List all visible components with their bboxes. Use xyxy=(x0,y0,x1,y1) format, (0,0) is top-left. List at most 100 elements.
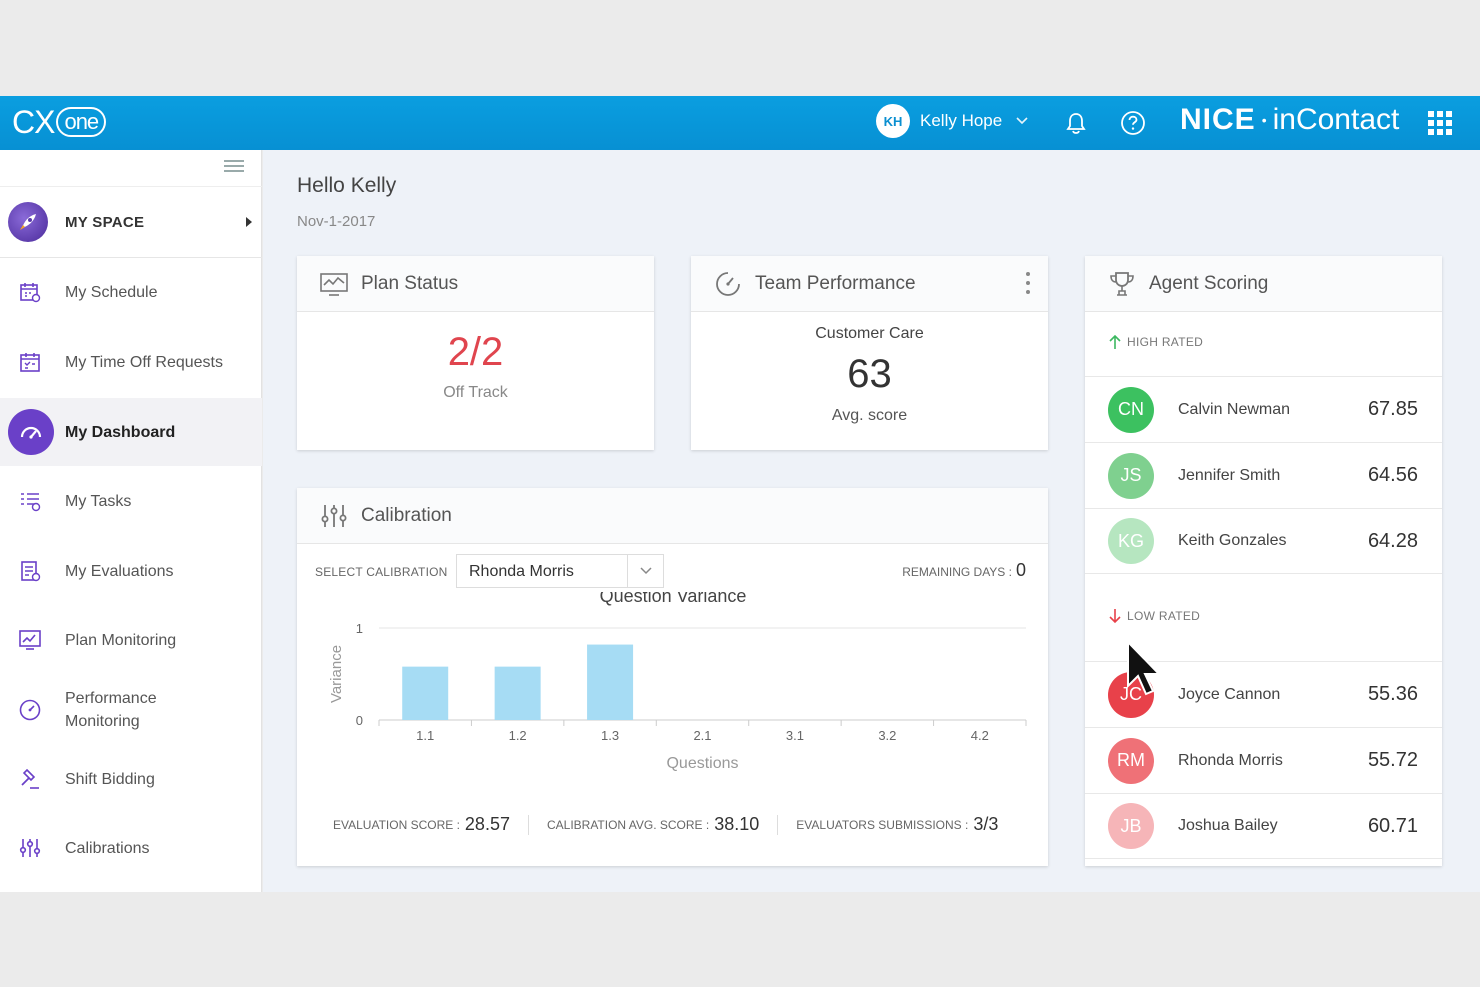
y-tick-label: 1 xyxy=(356,621,363,636)
card-header: Team Performance xyxy=(691,256,1048,312)
divider xyxy=(777,814,779,835)
team-avg-score-value: 63 xyxy=(847,352,892,396)
agent-avatar: JS xyxy=(1108,452,1154,499)
sidebar-item-label: My Dashboard xyxy=(65,423,176,441)
low-rated-label: LOW RATED xyxy=(1109,608,1200,624)
plan-status-label: Off Track xyxy=(443,384,508,401)
agent-row[interactable]: KG Keith Gonzales 64.28 xyxy=(1085,508,1442,574)
user-menu[interactable]: KH Kelly Hope xyxy=(876,104,1028,138)
sidebar-item-label: Calibrations xyxy=(65,839,150,857)
gauge-icon xyxy=(713,269,743,299)
agent-avatar: KG xyxy=(1108,518,1154,564)
bar-1-2 xyxy=(494,666,541,720)
x-tick-label: 4.2 xyxy=(971,728,989,743)
x-tick-label: 3.1 xyxy=(786,728,804,743)
cxone-logo[interactable]: CX one xyxy=(12,102,107,142)
sidebar-item-shift-bidding[interactable]: Shift Bidding xyxy=(0,745,262,813)
team-avg-score-label: Avg. score xyxy=(831,407,908,424)
agent-row[interactable]: CN Calvin Newman 67.85 xyxy=(1085,376,1442,442)
agent-row[interactable]: RM Rhonda Morris 55.72 xyxy=(1085,727,1442,793)
agent-name: Rhonda Morris xyxy=(1178,751,1283,769)
remaining-days-label: REMAINING DAYS : xyxy=(902,565,1012,579)
card-header: Calibration xyxy=(297,488,1048,544)
sidebar-item-calibrations[interactable]: Calibrations xyxy=(0,814,262,882)
x-tick-label: 2.1 xyxy=(693,728,711,743)
nice-incontact-logo: NICE • inContact xyxy=(1180,103,1399,137)
rocket-icon xyxy=(8,202,48,242)
agent-name: Joshua Bailey xyxy=(1178,817,1278,834)
trophy-icon xyxy=(1107,269,1137,299)
plan-status-value: 2/2 xyxy=(447,330,504,374)
divider xyxy=(527,814,529,835)
sidebar-section-my-space[interactable]: MY SPACE xyxy=(0,186,262,258)
bar-1-3 xyxy=(587,644,634,720)
high-rated-label: HIGH RATED xyxy=(1109,334,1203,350)
mouse-cursor-icon xyxy=(1127,640,1162,696)
evaluators-submissions-value: 3/3 xyxy=(973,814,999,834)
current-date: Nov-1-2017 xyxy=(297,213,376,230)
caret-right-icon xyxy=(246,217,252,227)
remaining-days: REMAINING DAYS :0 xyxy=(902,560,1026,581)
team-performance-card[interactable]: Team Performance Customer Care 63 Avg. s… xyxy=(691,256,1048,450)
sliders-icon xyxy=(16,834,44,862)
sidebar-item-my-schedule[interactable]: My Schedule xyxy=(0,258,262,326)
sidebar-item-my-time-off-requests[interactable]: My Time Off Requests xyxy=(0,328,262,396)
app-grid-icon[interactable] xyxy=(1428,111,1452,135)
sliders-icon xyxy=(319,501,349,531)
sidebar-item-label: My Schedule xyxy=(65,283,158,301)
sidebar-item-performance-monitoring[interactable]: Performance Monitoring xyxy=(0,676,262,744)
agent-row[interactable]: JS Jennifer Smith 64.56 xyxy=(1085,442,1442,508)
calibration-select[interactable]: Rhonda Morris xyxy=(456,554,664,588)
chevron-down-icon xyxy=(627,555,663,587)
agent-row[interactable]: JB Joshua Bailey 60.71 xyxy=(1085,793,1442,859)
plan-status-card[interactable]: Plan Status 2/2 Off Track xyxy=(297,256,654,450)
calibration-summary: EVALUATION SCORE : 28.57 CALIBRATION AVG… xyxy=(333,814,998,835)
evaluation-score-label: EVALUATION SCORE : xyxy=(333,817,460,832)
main-content: Hello Kelly Nov-1-2017 Plan Status 2/2 O… xyxy=(263,150,1480,892)
agent-name: Keith Gonzales xyxy=(1178,532,1287,549)
agent-name: Jennifer Smith xyxy=(1178,466,1281,484)
cxone-logo-text: CX xyxy=(12,103,55,140)
agent-score: 55.36 xyxy=(1367,683,1418,705)
bar-1-1 xyxy=(402,666,449,720)
sidebar-section-label: MY SPACE xyxy=(65,213,145,231)
chart-title: Question Variance xyxy=(600,592,747,606)
evaluation-score-value: 28.57 xyxy=(464,814,510,834)
agent-score: 64.28 xyxy=(1367,529,1418,552)
more-options-icon[interactable] xyxy=(1026,272,1030,299)
agent-score: 60.71 xyxy=(1367,814,1418,837)
agent-score: 55.72 xyxy=(1367,749,1418,771)
low-rated-text: LOW RATED xyxy=(1127,609,1201,623)
card-header: Agent Scoring xyxy=(1085,256,1442,312)
sidebar-item-my-evaluations[interactable]: My Evaluations xyxy=(0,537,262,605)
sidebar-item-plan-monitoring[interactable]: Plan Monitoring xyxy=(0,606,262,674)
tasks-icon xyxy=(16,487,44,515)
calibration-select-value: Rhonda Morris xyxy=(469,563,574,580)
evaluators-submissions-label: EVALUATORS SUBMISSIONS : xyxy=(796,817,969,832)
agent-scoring-card: Agent Scoring HIGH RATED CN Calvin Newma… xyxy=(1085,256,1442,866)
x-tick-label: 1.2 xyxy=(509,728,527,743)
sidebar-item-my-dashboard[interactable]: My Dashboard xyxy=(0,398,262,466)
user-name: Kelly Hope xyxy=(920,111,1003,130)
card-title: Team Performance xyxy=(755,272,916,294)
top-bar: CX one KH Kelly Hope NICE • inContact xyxy=(0,96,1480,150)
select-calibration-label: SELECT CALIBRATION xyxy=(315,565,448,579)
agent-name: Joyce Cannon xyxy=(1178,685,1281,703)
nice-logo-separator: • xyxy=(1261,112,1267,128)
y-axis-label: Variance xyxy=(328,645,345,703)
sidebar-item-label: My Time Off Requests xyxy=(65,353,223,371)
agent-avatar: JB xyxy=(1108,803,1154,849)
greeting: Hello Kelly xyxy=(297,174,397,197)
help-icon[interactable] xyxy=(1118,108,1148,138)
collapse-sidebar-icon[interactable] xyxy=(224,160,244,176)
card-title: Plan Status xyxy=(361,272,459,294)
agent-avatar: CN xyxy=(1108,386,1154,433)
sidebar-item-my-tasks[interactable]: My Tasks xyxy=(0,467,262,535)
user-avatar: KH xyxy=(876,104,910,138)
x-axis-label: Questions xyxy=(666,755,738,772)
chevron-down-icon xyxy=(1016,117,1028,125)
bell-icon[interactable] xyxy=(1061,108,1091,138)
calibration-avg-score-value: 38.10 xyxy=(714,814,760,834)
incontact-logo-text: inContact xyxy=(1272,103,1400,136)
performance-icon xyxy=(16,696,44,724)
